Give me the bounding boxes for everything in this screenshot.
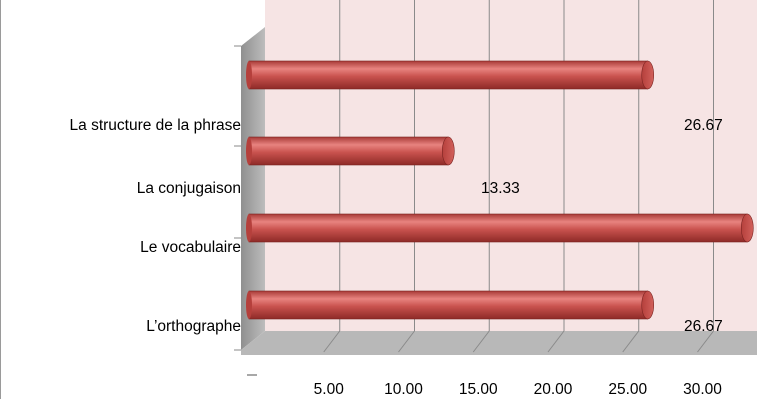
bar-end-cap xyxy=(441,136,455,166)
category-label: La structure de la phrase xyxy=(70,117,241,134)
bar-start-cap xyxy=(246,61,252,89)
x-tick-label: 25.00 xyxy=(608,381,647,398)
floor-gridline xyxy=(622,330,640,353)
bar-start-cap xyxy=(246,137,252,165)
x-tick-label: 15.00 xyxy=(459,381,498,398)
bar-body xyxy=(248,290,649,320)
bar-body xyxy=(248,136,449,166)
floor-gridline xyxy=(398,330,415,353)
bar-body xyxy=(248,213,748,243)
floor-gridline xyxy=(697,330,714,353)
category-label: La conjugaison xyxy=(137,180,241,197)
x-tick-label: 20.00 xyxy=(534,381,573,398)
floor-gridline xyxy=(547,330,565,353)
x-tick-label: 10.00 xyxy=(384,381,423,398)
bar-3 xyxy=(246,60,655,90)
label-layer: L’orthographe Le vocabulaire La conjugaiso… xyxy=(70,117,723,335)
data-label: 13.33 xyxy=(481,180,520,197)
x-tick-label: 30.00 xyxy=(683,381,722,398)
data-label: 26.67 xyxy=(684,117,723,134)
bar-end-cap xyxy=(641,60,655,90)
bar-end-cap xyxy=(641,290,655,320)
axis-layer: 5.00 10.00 15.00 20.00 25.00 30.00 xyxy=(234,45,722,398)
bar-end-cap xyxy=(740,213,754,243)
bar-start-cap xyxy=(246,291,252,319)
bar-body xyxy=(248,60,649,90)
bar-0 xyxy=(246,290,655,320)
grid-layer xyxy=(323,0,714,353)
floor-gridline xyxy=(472,330,490,353)
plot-side-wall xyxy=(241,27,265,350)
bar-2 xyxy=(246,136,455,166)
x-tick-label: 5.00 xyxy=(314,381,345,398)
category-label: L’orthographe xyxy=(146,318,241,335)
data-label: 26.67 xyxy=(684,318,723,335)
bar-layer xyxy=(246,60,754,320)
category-label: Le vocabulaire xyxy=(140,239,241,256)
bar-start-cap xyxy=(246,214,252,242)
plot-back-wall xyxy=(265,0,757,331)
plot-floor xyxy=(241,331,757,355)
bar-1 xyxy=(246,213,754,243)
floor-gridline xyxy=(323,330,341,353)
